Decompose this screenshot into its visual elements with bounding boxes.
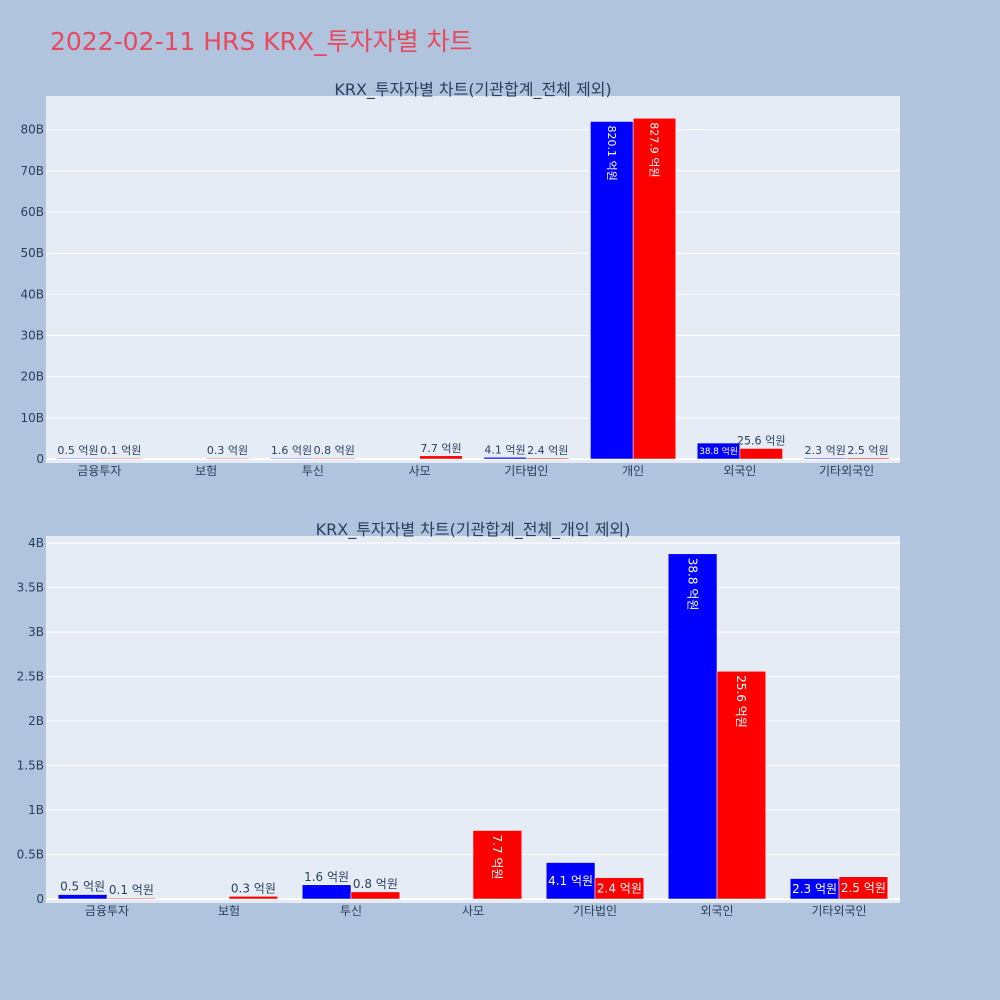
- x-tick-label: 개인: [622, 464, 644, 478]
- y-tick-label: 0: [36, 892, 44, 906]
- data-label: 0.1 억원: [100, 444, 141, 457]
- data-label: 4.1 억원: [548, 874, 593, 888]
- bar: [228, 896, 279, 900]
- bar: [350, 891, 401, 900]
- bar: [526, 457, 570, 460]
- x-tick-label: 금융투자: [85, 904, 129, 918]
- y-tick-label: 20B: [20, 370, 44, 384]
- x-tick-label: 보험: [195, 464, 217, 478]
- data-label: 25.6 억원: [737, 434, 786, 447]
- x-tick-label: 투신: [302, 464, 324, 478]
- bar: [301, 884, 352, 900]
- plot-area: [46, 96, 900, 463]
- y-tick-label: 2B: [28, 714, 44, 728]
- data-label: 2.3 억원: [805, 444, 846, 457]
- x-tick-label: 투신: [340, 904, 362, 918]
- bar: [312, 457, 356, 460]
- y-tick-label: 1B: [28, 803, 44, 817]
- bar: [667, 553, 718, 900]
- x-tick-label: 사모: [462, 904, 484, 918]
- bar: [846, 457, 890, 460]
- y-tick-label: 0: [36, 452, 44, 466]
- bar: [419, 455, 463, 460]
- bar: [632, 118, 677, 460]
- data-label: 2.4 억원: [597, 882, 642, 896]
- data-label: 0.5 억원: [60, 880, 105, 894]
- data-label: 38.8 억원: [699, 445, 738, 457]
- bar: [56, 457, 100, 460]
- bar: [483, 457, 527, 460]
- page-title: 2022-02-11 HRS KRX_투자자별 차트: [50, 27, 473, 56]
- data-label: 0.5 억원: [57, 444, 98, 457]
- data-label: 38.8 억원: [685, 558, 699, 611]
- data-label: 2.5 억원: [841, 881, 886, 895]
- data-label: 0.3 억원: [207, 444, 248, 457]
- y-tick-label: 60B: [20, 205, 44, 219]
- y-tick-label: 10B: [20, 411, 44, 425]
- chart-title: KRX_투자자별 차트(기관합계_전체 제외): [334, 80, 611, 100]
- data-label: 827.9 억원: [648, 122, 661, 177]
- data-label: 2.3 억원: [792, 882, 837, 896]
- chart-title: KRX_투자자별 차트(기관합계_전체_개인 제외): [316, 520, 631, 540]
- data-label: 820.1 억원: [605, 125, 618, 180]
- x-tick-label: 사모: [409, 464, 431, 478]
- x-tick-label: 기타외국인: [819, 464, 874, 478]
- y-tick-label: 0.5B: [17, 848, 44, 862]
- y-tick-label: 2.5B: [17, 670, 44, 684]
- chart-bottom: 0 0.5B 1B 1.5B 2B 2.5B 3B 3.5B 4B KRX_투자자별 차트(기관합…: [17, 520, 900, 918]
- data-label: 4.1 억원: [484, 443, 525, 456]
- x-tick-label: 기타외국인: [811, 904, 866, 918]
- y-tick-label: 50B: [20, 246, 44, 260]
- y-tick-label: 40B: [20, 287, 44, 301]
- x-tick-label: 금융투자: [77, 464, 121, 478]
- x-tick-label: 외국인: [723, 464, 756, 478]
- bar: [803, 457, 847, 460]
- data-label: 0.8 억원: [353, 877, 398, 891]
- bar: [269, 457, 314, 460]
- y-tick-label: 3.5B: [17, 581, 44, 595]
- y-tick-label: 70B: [20, 164, 44, 178]
- data-label: 0.1 억원: [109, 883, 154, 897]
- data-label: 7.7 억원: [490, 834, 504, 879]
- bar: [716, 670, 767, 900]
- data-label: 0.8 억원: [314, 444, 355, 457]
- data-label: 1.6 억원: [304, 870, 349, 884]
- x-tick-label: 보험: [218, 904, 240, 918]
- data-label: 2.4 억원: [527, 444, 568, 457]
- y-tick-label: 1.5B: [17, 759, 44, 773]
- x-tick-label: 외국인: [700, 904, 733, 918]
- bar: [472, 830, 523, 900]
- data-label: 0.3 억원: [231, 881, 276, 895]
- bar: [99, 457, 143, 460]
- data-label: 25.6 억원: [734, 675, 748, 728]
- bar: [594, 877, 645, 900]
- y-tick-label: 80B: [20, 123, 44, 137]
- x-tick-label: 기타법인: [573, 904, 617, 918]
- bar: [838, 876, 889, 900]
- data-label: 2.5 억원: [847, 444, 888, 457]
- bar: [545, 862, 596, 900]
- y-tick-label: 3B: [28, 625, 44, 639]
- data-label: 1.6 억원: [271, 444, 312, 457]
- y-tick-label: 30B: [20, 329, 44, 343]
- bar: [205, 457, 250, 460]
- data-label: 7.7 억원: [420, 442, 461, 455]
- y-tick-label: 4B: [28, 536, 44, 550]
- bar: [739, 448, 783, 460]
- x-tick-label: 기타법인: [504, 464, 548, 478]
- bar: [57, 894, 108, 900]
- bar: [106, 897, 157, 900]
- chart-top: 0 10B 20B 30B 40B 50B 60B 70B 80B KRX_투자자별 차트(기관합…: [20, 80, 900, 478]
